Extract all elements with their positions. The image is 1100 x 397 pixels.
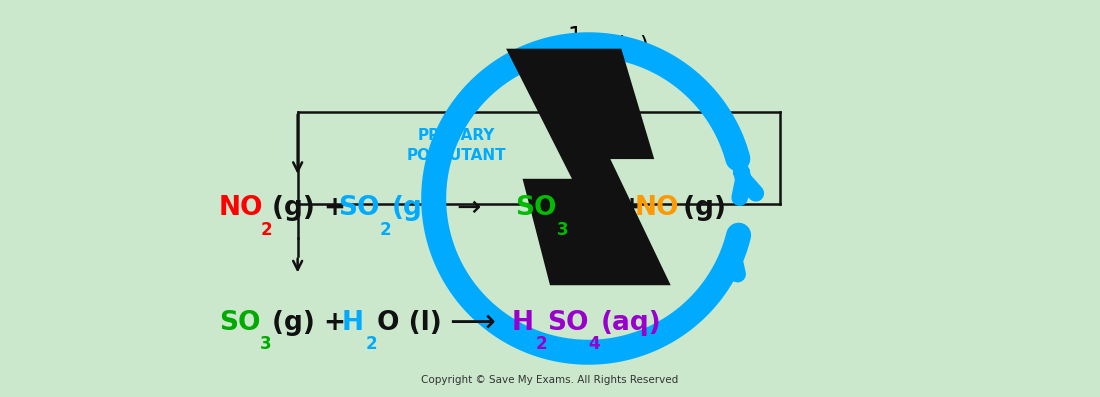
Text: H: H [341,310,363,336]
Text: 2: 2 [379,221,392,239]
Text: (g): (g) [674,195,726,222]
Text: $+\ \dfrac{1}{2}O_2(g)$: $+\ \dfrac{1}{2}O_2(g)$ [540,25,648,72]
Text: →: → [456,195,481,222]
Text: 3: 3 [261,335,272,353]
Text: NO: NO [635,195,679,222]
Text: NO: NO [219,195,263,222]
Text: 2: 2 [365,335,377,353]
Text: Copyright © Save My Exams. All Rights Reserved: Copyright © Save My Exams. All Rights Re… [421,375,679,385]
Text: (g): (g) [392,195,434,222]
Text: SO: SO [219,310,260,336]
Text: 2: 2 [536,335,548,353]
Text: SO: SO [547,310,589,336]
Text: (aq): (aq) [601,310,661,336]
Text: H: H [512,310,534,336]
Text: (g) +: (g) + [273,310,346,336]
Text: 3: 3 [557,221,569,239]
Text: (g) +: (g) + [273,195,346,222]
Polygon shape [506,49,671,285]
Text: SO: SO [515,195,557,222]
Text: 4: 4 [588,335,600,353]
Text: PRIMARY
POLLUTANT: PRIMARY POLLUTANT [407,128,506,163]
Text: (g) +: (g) + [569,195,642,222]
Text: 2: 2 [261,221,272,239]
Text: O (l): O (l) [376,310,441,336]
Text: SO: SO [338,195,379,222]
Text: ⟶: ⟶ [449,307,495,338]
